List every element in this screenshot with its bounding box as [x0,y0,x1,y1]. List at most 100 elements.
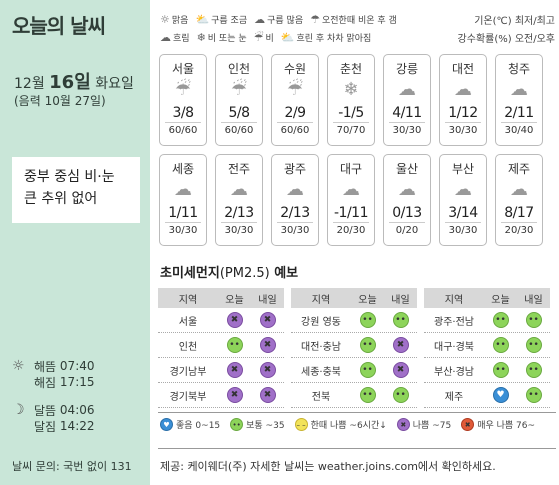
dust-header: 지역 오늘 내일 [424,288,550,308]
legend-item: ☁ 구름 많음 [254,13,303,26]
dust-region: 경기북부 [169,391,207,403]
dust-level-bad-icon: ✖ [226,387,243,403]
overcast-icon: ☁ [454,79,472,100]
dust-column: 지역 오늘 내일 강원 영동 •• •• 대전·충남 •• ✖ 세종·충북 •• ✖ 전북 •• •• [291,288,417,408]
dust-level-normal-icon: •• [359,362,376,378]
overcast-icon: ☁ [342,179,360,200]
forecast-card: 수원 ☔ 2/9 60/60 [271,54,319,146]
city-name: 청주 [507,62,531,76]
clearing-icon: ⛅ [280,30,295,44]
dust-row: 서울 ✖ ✖ [158,308,284,333]
temperature: 2/13 [221,205,257,223]
temperature: 2/11 [501,105,537,123]
dust-row: 부산·경남 •• •• [424,358,550,383]
dust-level-bad-icon: ✖ [259,312,276,328]
page-title: 오늘의 날씨 [12,14,106,38]
temperature: 8/17 [501,205,537,223]
dust-level-normal-icon: •• [392,312,409,328]
dust-header: 지역 오늘 내일 [158,288,284,308]
overcast-icon: ☁ [286,179,304,200]
legend-label: 비 또는 눈 [207,33,247,44]
dust-column: 지역 오늘 내일 서울 ✖ ✖ 인천 •• ✖ 경기남부 ✖ ✖ 경기북부 ✖ ✖ [158,288,284,408]
dust-level-normal-icon: •• [525,312,542,328]
dust-region: 광주·전남 [434,316,474,328]
header-region: 지역 [311,294,331,306]
moonset-time: 14:22 [59,419,95,433]
dust-region: 인천 [178,341,198,353]
overcast-icon: ☁ [398,79,416,100]
headline-line-2: 큰 추위 없어 [24,191,98,207]
partly-cloudy-icon: ⛅ [195,12,210,26]
legend-item: ❄ 비 또는 눈 [197,31,247,44]
sunset-label: 해짐 [34,375,57,390]
dust-legend-label: 보통 ~35 [246,421,285,431]
source-note: 제공: 케이웨더(주) 자세한 날씨는 weather.joins.com에서 … [160,460,496,473]
rain-icon: ☔ [174,79,192,100]
city-name: 전주 [227,162,251,176]
rain-probability: 60/60 [280,125,310,136]
forecast-card: 춘천 ❄ -1/5 70/70 [327,54,375,146]
dust-row: 광주·전남 •• •• [424,308,550,333]
dust-level-normal-icon: •• [359,337,376,353]
date-month: 12월 [14,76,45,92]
forecast-card: 인천 ☔ 5/8 60/60 [215,54,263,146]
city-name: 세종 [171,162,195,176]
legend-item: ☂ 오전한때 비온 후 갬 [310,13,397,26]
date-label: 12월 16일 화요일 [14,68,134,94]
dust-region: 서울 [178,316,198,328]
dust-row: 전북 •• •• [291,383,417,408]
headline-line-1: 중부 중심 비·눈 [24,169,115,185]
dust-title: 초미세먼지(PM2.5) 예보 [160,262,298,281]
dust-region: 경기남부 [169,366,207,378]
sunrise-label: 해뜸 [34,359,57,374]
dust-region: 제주 [444,391,464,403]
dust-row: 제주 ♥ •• [424,383,550,408]
temperature: -1/5 [333,105,369,123]
moonset-label: 달짐 [34,419,57,434]
dust-region: 대전·충남 [301,341,341,353]
city-name: 춘천 [339,62,363,76]
dust-legend: ♥ 좋음 0~15 •• 보통 ~35– – 한때 나쁨 ~6시간↓ ✖ 나쁨 ~75 ✖ 매우… [160,418,555,431]
dust-region: 대구·경북 [434,341,474,353]
moon-icon: ☽ [12,402,25,418]
forecast-card: 제주 ☁ 8/17 20/30 [495,154,543,246]
forecast-card: 광주 ☁ 2/13 30/30 [271,154,319,246]
dust-row: 경기남부 ✖ ✖ [158,358,284,383]
dust-legend-item: ✖ 나쁨 ~75 [396,418,452,431]
dust-level-normal-icon: •• [226,337,243,353]
dust-legend-item: •• 보통 ~35 [230,418,285,431]
dust-legend-item: ♥ 좋음 0~15 [160,418,220,431]
overcast-icon: ☁ [510,179,528,200]
rain-probability: 30/40 [504,125,534,136]
dust-region: 세종·충북 [301,366,341,378]
dust-legend-label: 매우 나쁨 76~ [477,421,536,431]
overcast-icon: ☁ [510,79,528,100]
dust-level-normal-icon: •• [492,337,509,353]
header-today: 오늘 [491,294,510,306]
overcast-icon: ☁ [160,30,171,44]
headline-box: 중부 중심 비·눈 큰 추위 없어 [12,157,140,223]
forecast-card: 대구 ☁ -1/11 20/30 [327,154,375,246]
left-panel: 오늘의 날씨 12월 16일 화요일 (음력 10월 27일) 중부 중심 비·… [0,0,150,485]
dust-level-bad-icon: ✖ [259,362,276,378]
dust-level-normal-icon: •• [230,418,244,431]
date-weekday: 화요일 [95,76,134,92]
temp-unit-legend: 기온(℃) 최저/최고 [474,16,555,27]
rain-snow-icon: ❄ [343,79,359,100]
rain-probability: 30/30 [168,225,198,236]
legend-item: ☔ 비 [254,31,274,44]
temperature: 5/8 [221,105,257,123]
rain-probability: 20/30 [336,225,366,236]
rain-probability: 0/20 [395,225,419,236]
city-name: 인천 [227,62,251,76]
sunrise-time: 07:40 [59,359,95,373]
legend-item: ⛅ 구름 조금 [195,13,247,26]
forecast-card: 강릉 ☁ 4/11 30/30 [383,54,431,146]
dust-level-bad-icon: ✖ [226,312,243,328]
dust-level-normal-icon: •• [359,387,376,403]
temperature: 3/8 [165,105,201,123]
dust-region: 전북 [311,391,331,403]
dust-legend-label: 나쁨 ~75 [412,421,452,431]
legend-label: 흐림 [173,33,190,44]
forecast-card: 부산 ☁ 3/14 30/30 [439,154,487,246]
